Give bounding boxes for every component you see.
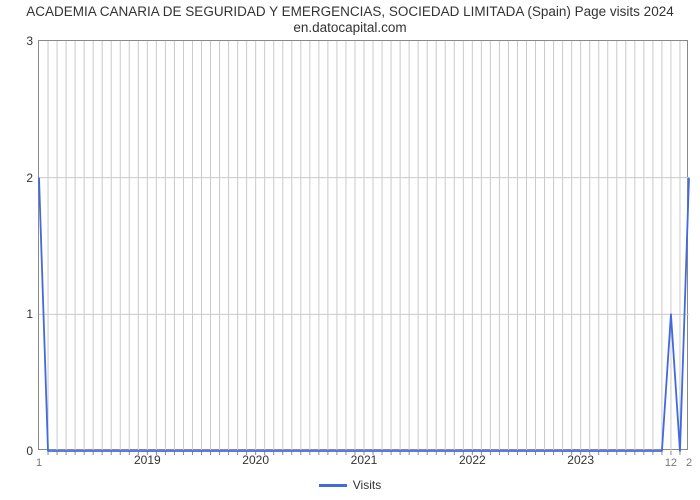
chart-svg [39, 41, 689, 451]
legend-label: Visits [353, 478, 381, 492]
chart-title-line-1: ACADEMIA CANARIA DE SEGURIDAD Y EMERGENC… [0, 4, 700, 20]
legend: Visits [0, 478, 700, 492]
y-tick-label: 3 [26, 34, 39, 48]
x-tick-label: 2022 [459, 449, 486, 467]
y-tick-label: 0 [26, 444, 39, 458]
chart-title: ACADEMIA CANARIA DE SEGURIDAD Y EMERGENC… [0, 4, 700, 36]
point-label: 2 [686, 458, 692, 469]
x-tick-label: 2021 [351, 449, 378, 467]
x-tick-label: 2019 [134, 449, 161, 467]
y-tick-label: 1 [26, 307, 39, 321]
point-label: 1 [36, 458, 42, 469]
legend-swatch [319, 484, 347, 487]
chart-title-line-2: en.datocapital.com [0, 20, 700, 36]
x-tick-label: 2020 [242, 449, 269, 467]
x-tick-label: 2023 [567, 449, 594, 467]
plot-area: 0123201920202021202220231122 [38, 40, 688, 450]
point-label: 12 [665, 458, 677, 469]
y-tick-label: 2 [26, 171, 39, 185]
